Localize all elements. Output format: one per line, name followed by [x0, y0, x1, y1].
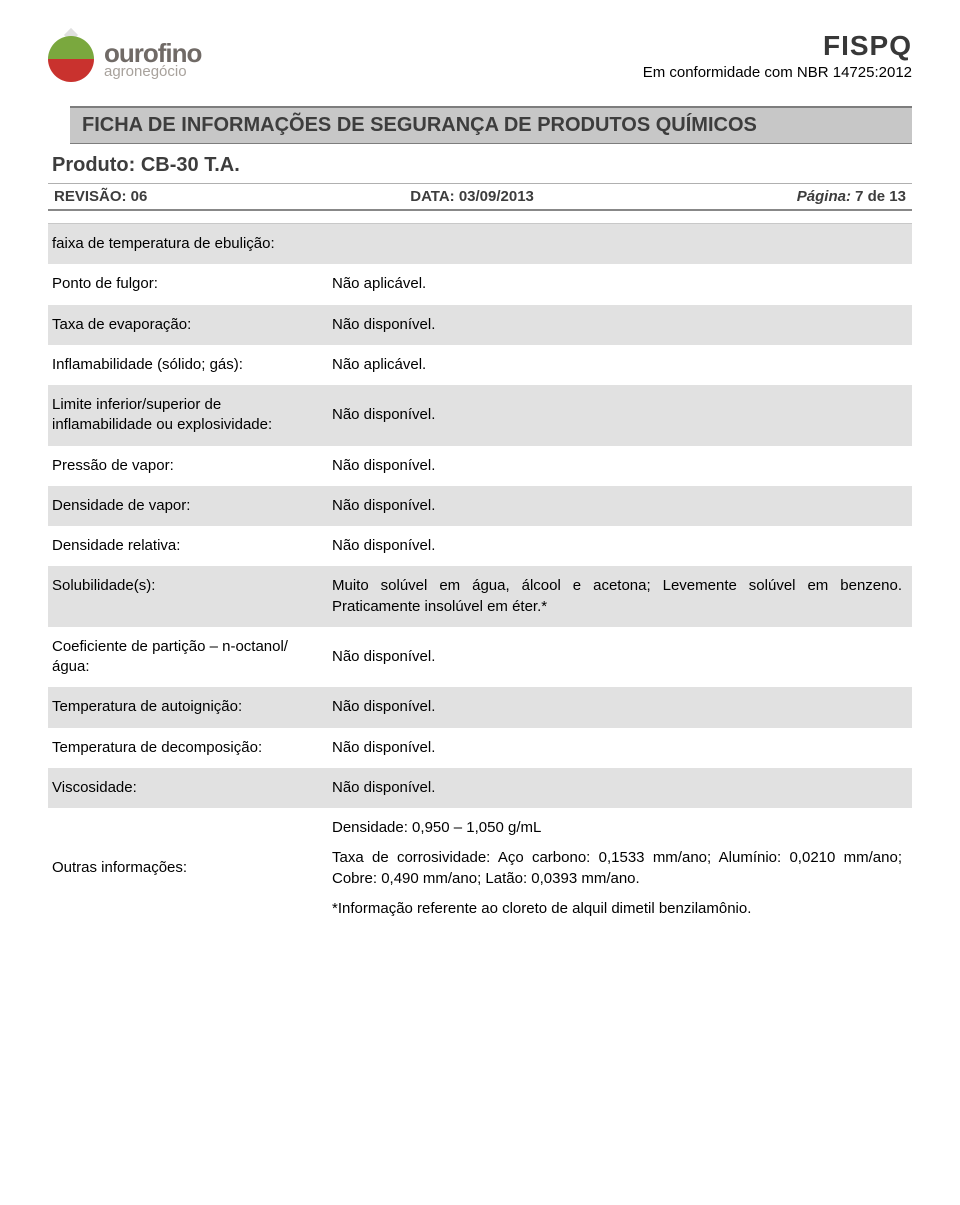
property-label: Inflamabilidade (sólido; gás):	[48, 345, 328, 385]
logo-name: ourofino	[104, 40, 201, 66]
table-row: Taxa de evaporação:Não disponível.	[48, 305, 912, 345]
table-row: Solubilidade(s):Muito solúvel em água, á…	[48, 566, 912, 627]
property-label: Coeficiente de partição – n-octanol/água…	[48, 627, 328, 688]
property-label: Ponto de fulgor:	[48, 264, 328, 304]
properties-table: faixa de temperatura de ebulição:Ponto d…	[48, 224, 912, 929]
table-row: Inflamabilidade (sólido; gás):Não aplicá…	[48, 345, 912, 385]
property-value: Não disponível.	[328, 486, 912, 526]
page-indicator: Página: 7 de 13	[797, 188, 906, 205]
conformity-note: Em conformidade com NBR 14725:2012	[643, 64, 912, 81]
revision-date: DATA: 03/09/2013	[410, 188, 534, 205]
doc-code: FISPQ	[643, 30, 912, 62]
document-title-bar: FICHA DE INFORMAÇÕES DE SEGURANÇA DE PRO…	[70, 106, 912, 144]
table-row: Ponto de fulgor:Não aplicável.	[48, 264, 912, 304]
property-value: Não disponível.	[328, 768, 912, 808]
table-row: Temperatura de autoignição:Não disponíve…	[48, 687, 912, 727]
product-line: Produto: CB-30 T.A.	[48, 154, 912, 177]
table-row: Densidade relativa:Não disponível.	[48, 526, 912, 566]
property-value: Não disponível.	[328, 687, 912, 727]
property-value: Não disponível.	[328, 385, 912, 446]
property-label: Densidade de vapor:	[48, 486, 328, 526]
table-row: Viscosidade:Não disponível.	[48, 768, 912, 808]
property-value: Não aplicável.	[328, 264, 912, 304]
revision-number: REVISÃO: 06	[54, 188, 147, 205]
property-label: Temperatura de autoignição:	[48, 687, 328, 727]
table-row: faixa de temperatura de ebulição:	[48, 224, 912, 264]
company-logo: ourofino agronegócio	[48, 36, 201, 82]
property-value: Não disponível.	[328, 728, 912, 768]
table-row: Densidade de vapor:Não disponível.	[48, 486, 912, 526]
property-label: Viscosidade:	[48, 768, 328, 808]
property-value: Não disponível.	[328, 627, 912, 688]
property-value: Não disponível.	[328, 526, 912, 566]
property-value: Densidade: 0,950 – 1,050 g/mLTaxa de cor…	[328, 808, 912, 929]
property-label: Limite inferior/superior de inflamabilid…	[48, 385, 328, 446]
property-value: Não aplicável.	[328, 345, 912, 385]
table-row: Temperatura de decomposição:Não disponív…	[48, 728, 912, 768]
table-row: Pressão de vapor:Não disponível.	[48, 446, 912, 486]
table-row: Outras informações:Densidade: 0,950 – 1,…	[48, 808, 912, 929]
property-label: Temperatura de decomposição:	[48, 728, 328, 768]
revision-row: REVISÃO: 06 DATA: 03/09/2013 Página: 7 d…	[48, 183, 912, 211]
property-label: Pressão de vapor:	[48, 446, 328, 486]
logo-mark	[48, 36, 94, 82]
table-row: Limite inferior/superior de inflamabilid…	[48, 385, 912, 446]
property-label: Taxa de evaporação:	[48, 305, 328, 345]
page-header: ourofino agronegócio FISPQ Em conformida…	[48, 30, 912, 82]
property-value: Não disponível.	[328, 446, 912, 486]
property-label: Solubilidade(s):	[48, 566, 328, 627]
property-value	[328, 224, 912, 264]
property-label: Outras informações:	[48, 808, 328, 929]
property-value: Muito solúvel em água, álcool e acetona;…	[328, 566, 912, 627]
table-row: Coeficiente de partição – n-octanol/água…	[48, 627, 912, 688]
property-value: Não disponível.	[328, 305, 912, 345]
property-label: Densidade relativa:	[48, 526, 328, 566]
property-label: faixa de temperatura de ebulição:	[48, 224, 328, 264]
